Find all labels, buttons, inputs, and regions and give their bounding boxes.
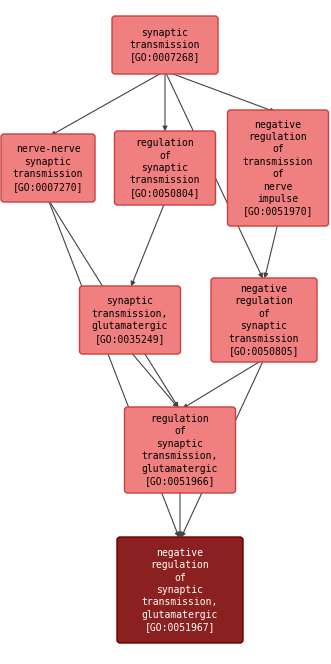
- Text: negative
regulation
of
synaptic
transmission
[GO:0050805]: negative regulation of synaptic transmis…: [229, 284, 299, 356]
- FancyBboxPatch shape: [211, 278, 317, 362]
- FancyBboxPatch shape: [112, 16, 218, 74]
- FancyBboxPatch shape: [117, 537, 243, 643]
- Text: negative
regulation
of
transmission
of
nerve
impulse
[GO:0051970]: negative regulation of transmission of n…: [243, 120, 313, 216]
- Text: regulation
of
synaptic
transmission,
glutamatergic
[GO:0051966]: regulation of synaptic transmission, glu…: [142, 414, 218, 486]
- FancyBboxPatch shape: [1, 134, 95, 202]
- FancyBboxPatch shape: [79, 286, 180, 354]
- FancyBboxPatch shape: [227, 110, 328, 226]
- Text: nerve-nerve
synaptic
transmission
[GO:0007270]: nerve-nerve synaptic transmission [GO:00…: [13, 144, 83, 192]
- FancyBboxPatch shape: [115, 131, 215, 205]
- FancyBboxPatch shape: [124, 407, 235, 493]
- Text: synaptic
transmission
[GO:0007268]: synaptic transmission [GO:0007268]: [130, 28, 200, 62]
- Text: regulation
of
synaptic
transmission
[GO:0050804]: regulation of synaptic transmission [GO:…: [130, 138, 200, 198]
- Text: negative
regulation
of
synaptic
transmission,
glutamatergic
[GO:0051967]: negative regulation of synaptic transmis…: [142, 548, 218, 632]
- Text: synaptic
transmission,
glutamatergic
[GO:0035249]: synaptic transmission, glutamatergic [GO…: [92, 296, 168, 343]
